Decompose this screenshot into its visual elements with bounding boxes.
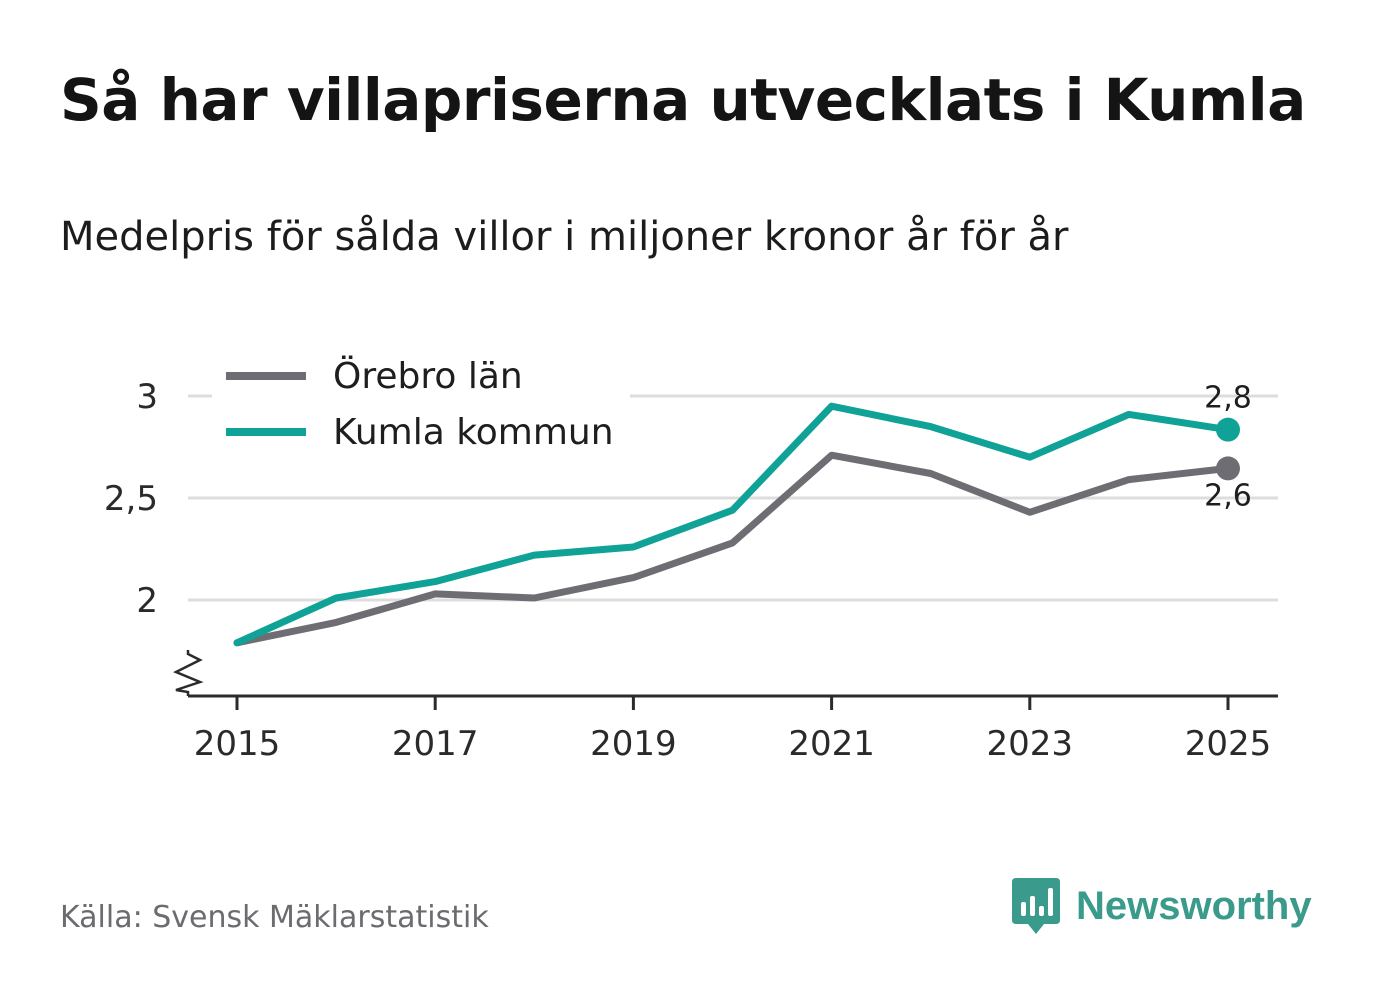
x-tick-label: 2015 bbox=[194, 724, 281, 764]
series-lines bbox=[233, 402, 1240, 647]
source-note: Källa: Svensk Mäklarstatistik bbox=[60, 900, 489, 935]
x-tick-label: 2021 bbox=[788, 724, 875, 764]
brand-name: Newsworthy bbox=[1076, 883, 1312, 928]
series-line bbox=[233, 402, 1232, 647]
y-tick-label: 2,5 bbox=[104, 479, 158, 519]
data-label: 2,6 bbox=[1204, 478, 1252, 513]
x-tick-label: 2025 bbox=[1185, 724, 1272, 764]
y-tick-label: 3 bbox=[136, 377, 158, 417]
newsworthy-logo-icon bbox=[1012, 878, 1060, 934]
y-tick-label: 2 bbox=[136, 581, 158, 621]
series-line bbox=[233, 451, 1232, 647]
x-tick-label: 2019 bbox=[590, 724, 677, 764]
x-tick-label: 2017 bbox=[392, 724, 479, 764]
axes: 2 2,5 3 2015 2017 2019 2021 2023 2025 bbox=[104, 377, 1278, 764]
brand-logo[interactable]: Newsworthy bbox=[1010, 876, 1312, 936]
series-end-point bbox=[1216, 417, 1240, 442]
x-tick-label: 2023 bbox=[987, 724, 1074, 764]
data-labels: 2,6 2,8 bbox=[1204, 381, 1252, 514]
chart-title: Så har villapriserna utvecklats i Kumla bbox=[60, 66, 1306, 134]
legend: Örebro län Kumla kommun bbox=[212, 352, 630, 456]
legend-label: Örebro län bbox=[333, 355, 523, 397]
data-label: 2,8 bbox=[1204, 381, 1252, 416]
series-end-point bbox=[1216, 456, 1240, 481]
chart-subtitle: Medelpris för sålda villor i miljoner kr… bbox=[60, 214, 1069, 260]
legend-background bbox=[212, 352, 630, 456]
axis-break-icon bbox=[172, 650, 204, 696]
legend-label: Kumla kommun bbox=[333, 412, 614, 453]
